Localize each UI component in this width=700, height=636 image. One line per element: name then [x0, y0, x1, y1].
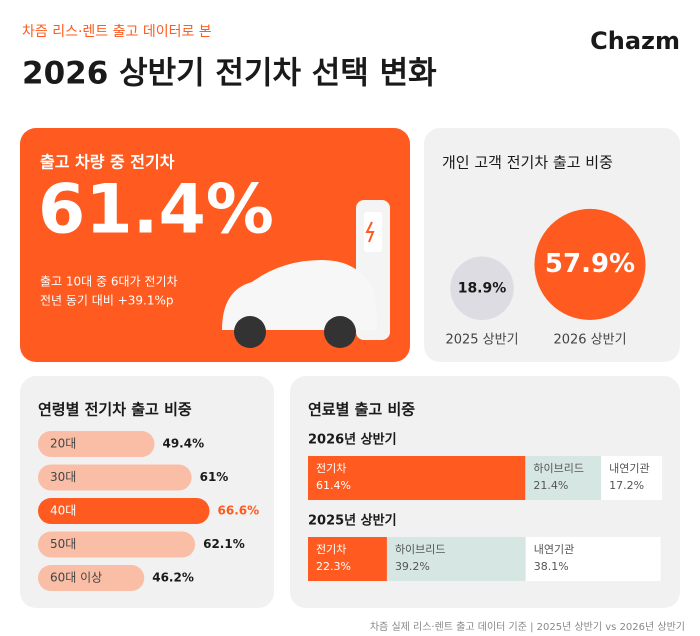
segment-name: 내연기관	[534, 543, 574, 556]
logo: Chazm	[590, 27, 680, 55]
car-illustration	[222, 200, 390, 348]
segment-value: 22.3%	[316, 560, 351, 573]
hero-note: 출고 10대 중 6대가 전기차	[40, 275, 178, 289]
footer: 차즘 실제 리스·렌트 출고 데이터 기준 | 2025년 상반기 vs 202…	[370, 621, 685, 633]
category-label: 2026 상반기	[553, 333, 626, 348]
bar-segment	[525, 537, 661, 581]
value-label: 57.9%	[545, 249, 635, 279]
category-label: 40대	[50, 504, 76, 518]
value-label: 66.6%	[218, 504, 260, 518]
value-label: 62.1%	[203, 537, 245, 551]
segment-name: 전기차	[316, 462, 346, 475]
category-label: 20대	[50, 437, 76, 451]
title: 2026 상반기 전기차 선택 변화	[22, 56, 437, 92]
segment-value: 21.4%	[533, 479, 568, 492]
hero-value: 61.4%	[38, 171, 274, 250]
chart-title: 연료별 출고 비중	[308, 401, 415, 419]
hero-note: 전년 동기 대비 +39.1%p	[40, 294, 173, 308]
category-label: 2025 상반기	[445, 333, 518, 348]
bar	[38, 431, 155, 457]
category-label: 50대	[50, 537, 76, 551]
category-label: 30대	[50, 470, 76, 484]
bar-segment	[386, 537, 526, 581]
bar-segment	[601, 456, 662, 500]
segment-value: 61.4%	[316, 479, 351, 492]
bar	[38, 464, 192, 491]
hero-title: 출고 차량 중 전기차	[40, 153, 175, 172]
value-label: 49.4%	[162, 437, 204, 451]
chart-title: 연령별 전기차 출고 비중	[38, 401, 192, 419]
bar-segment	[308, 537, 387, 581]
bar-segment	[308, 456, 526, 500]
category-label: 2025년 상반기	[308, 513, 397, 529]
segment-name: 하이브리드	[395, 542, 446, 556]
segment-value: 38.1%	[534, 560, 569, 573]
segment-value: 39.2%	[395, 560, 430, 573]
bubble	[450, 256, 514, 320]
segment-name: 내연기관	[609, 462, 649, 475]
value-label: 61%	[200, 470, 229, 484]
bar	[38, 531, 196, 558]
segment-name: 전기차	[316, 543, 346, 556]
bubble	[534, 208, 646, 320]
segment-value: 17.2%	[609, 479, 644, 492]
chart-title: 개인 고객 전기차 출고 비중	[442, 154, 613, 172]
category-label: 2026년 상반기	[308, 432, 397, 448]
category-label: 60대 이상	[50, 571, 102, 585]
bar	[38, 498, 210, 524]
subtitle: 차즘 리스·렌트 출고 데이터로 본	[22, 24, 212, 40]
value-label: 46.2%	[152, 571, 194, 585]
segment-name: 하이브리드	[533, 461, 584, 475]
bar-segment	[525, 456, 602, 500]
value-label: 18.9%	[458, 280, 507, 296]
bar	[38, 565, 145, 591]
